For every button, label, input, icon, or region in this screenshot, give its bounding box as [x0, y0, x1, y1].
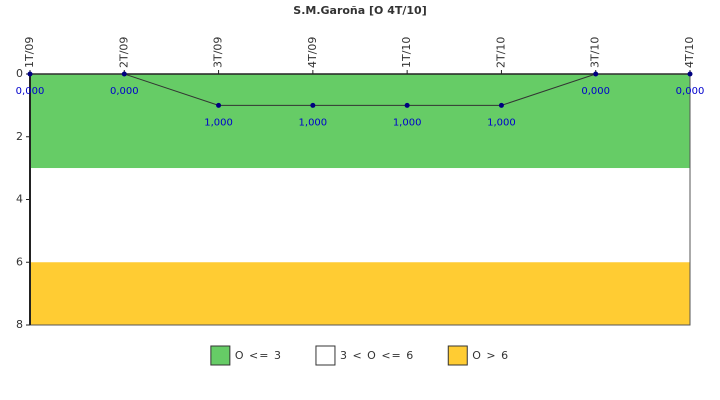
point [404, 102, 410, 108]
point [687, 71, 693, 77]
point [121, 71, 127, 77]
y-tick-label: 2 [16, 130, 23, 143]
point [27, 71, 33, 77]
value-label: 1,000 [204, 117, 233, 128]
band [30, 74, 690, 169]
x-tick-label: 4T/10 [683, 37, 696, 68]
x-tick-label: 1T/09 [23, 37, 36, 68]
point [593, 71, 599, 77]
legend-label: O <= 3 [235, 349, 282, 362]
point [216, 102, 222, 108]
x-tick-label: 4T/09 [306, 37, 319, 68]
legend-swatch [315, 345, 336, 366]
value-label: 0,000 [110, 86, 139, 97]
legend-swatch [447, 345, 468, 366]
y-tick-label: 8 [16, 318, 23, 331]
legend-label: O > 6 [472, 349, 509, 362]
value-label: 1,000 [487, 117, 516, 128]
x-tick-label: 2T/09 [117, 37, 130, 68]
value-label: 1,000 [299, 117, 328, 128]
value-label: 0,000 [581, 86, 610, 97]
x-tick-label: 1T/10 [400, 37, 413, 68]
value-label: 0,000 [676, 86, 705, 97]
value-label: 1,000 [393, 117, 422, 128]
legend-label: 3 < O <= 6 [340, 349, 414, 362]
y-tick-label: 4 [16, 193, 23, 206]
y-tick-label: 0 [16, 67, 23, 80]
chart-title: S.M.Garoña [O 4T/10] [293, 4, 426, 17]
line [30, 73, 690, 106]
band [30, 168, 690, 263]
x-tick-label: 2T/10 [494, 37, 507, 68]
band [30, 262, 690, 325]
y-tick-label: 6 [16, 255, 23, 268]
point [498, 102, 504, 108]
x-tick-label: 3T/10 [589, 37, 602, 68]
value-label: 0,000 [16, 86, 45, 97]
x-tick-label: 3T/09 [212, 37, 225, 68]
legend-swatch [210, 345, 231, 366]
point [310, 102, 316, 108]
